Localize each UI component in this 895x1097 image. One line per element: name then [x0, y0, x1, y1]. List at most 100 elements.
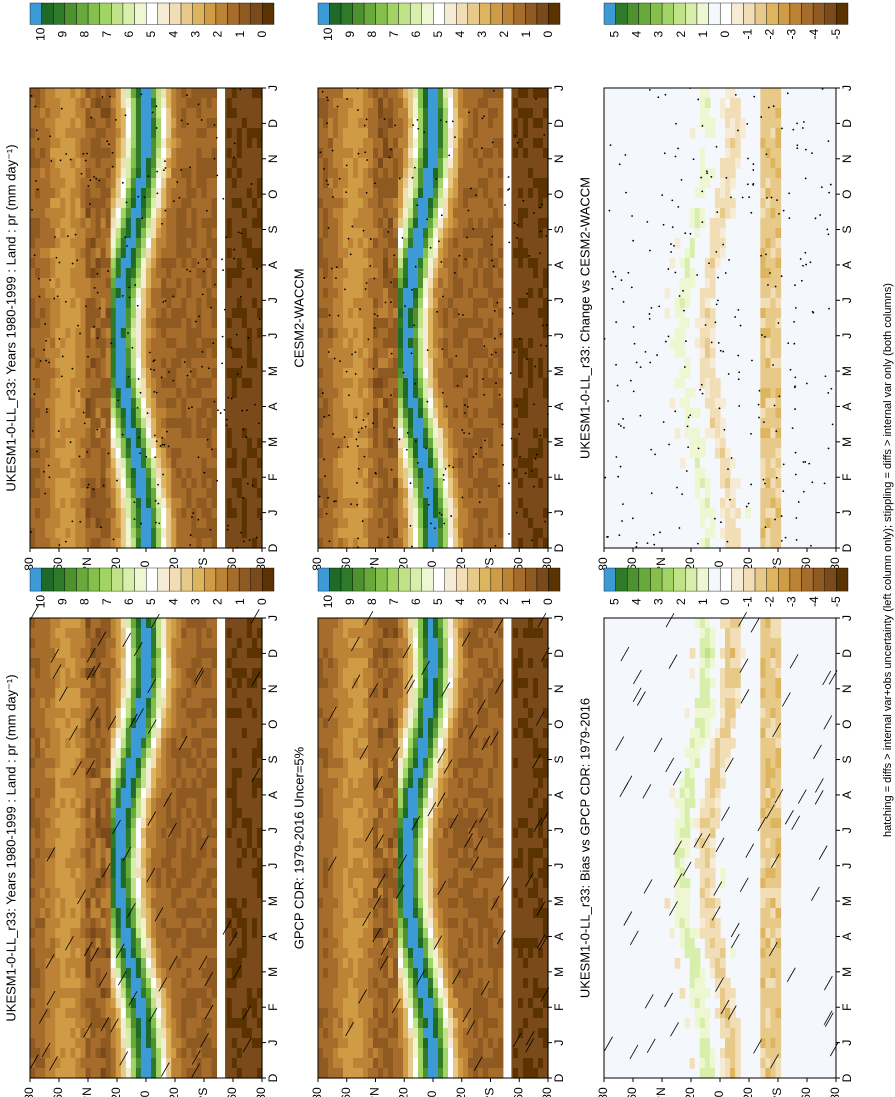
heat-cell: [85, 518, 92, 529]
heat-cell: [171, 678, 177, 689]
heat-cell: [368, 878, 374, 889]
stipple-dot: [77, 390, 80, 392]
heat-cell: [368, 858, 374, 869]
heat-cell: [206, 258, 213, 269]
heat-cell: [85, 848, 92, 859]
heat-cell: [85, 928, 92, 939]
heat-cell: [156, 248, 162, 259]
heat-cell: [256, 818, 263, 829]
heat-cell: [161, 828, 167, 839]
heat-cell: [95, 908, 102, 919]
heat-cell: [85, 918, 92, 929]
heat-cell: [35, 168, 41, 179]
heat-cell: [333, 748, 339, 759]
heat-cell: [30, 468, 36, 479]
heat-cell: [151, 688, 157, 699]
heat-cell: [373, 618, 379, 629]
heat-cell: [110, 648, 117, 659]
heat-cell: [196, 628, 203, 639]
heat-cell: [256, 868, 263, 879]
heat-cell: [241, 778, 248, 789]
heat-cell: [211, 228, 218, 239]
heat-cell: [55, 868, 61, 879]
heat-cell: [125, 618, 132, 629]
heat-cell: [85, 238, 92, 249]
heat-cell: [338, 1068, 344, 1079]
heat-cell: [130, 148, 137, 159]
heat-cell: [75, 778, 82, 789]
heat-cell: [196, 978, 203, 989]
heat-cell: [95, 708, 102, 719]
heat-cell: [105, 118, 112, 129]
heat-cell: [120, 488, 127, 499]
heat-cell: [140, 298, 147, 309]
heat-cell: [196, 798, 203, 809]
heat-cell: [256, 848, 263, 859]
heat-cell: [90, 988, 97, 999]
heat-cell: [35, 308, 41, 319]
heat-cell: [140, 648, 147, 659]
heat-cell: [318, 678, 324, 689]
heat-cell: [231, 878, 238, 889]
heat-cell: [186, 638, 192, 649]
heat-cell: [120, 318, 127, 329]
heat-cell: [353, 918, 359, 929]
heat-cell: [95, 878, 102, 889]
heat-cell: [156, 488, 162, 499]
heat-cell: [146, 198, 152, 209]
heat-cell: [176, 688, 182, 699]
heat-cell: [176, 828, 182, 839]
heat-cell: [338, 718, 344, 729]
heat-cell: [60, 188, 66, 199]
heat-cell: [110, 448, 117, 459]
heat-cell: [105, 288, 112, 299]
heat-cell: [176, 168, 182, 179]
heat-cell: [140, 848, 147, 859]
heat-cell: [251, 968, 258, 979]
heat-cell: [146, 448, 152, 459]
heat-cell: [181, 738, 187, 749]
heat-cell: [166, 708, 172, 719]
heat-cell: [196, 468, 203, 479]
heat-cell: [115, 538, 122, 549]
heat-cell: [130, 698, 137, 709]
heat-cell: [318, 618, 324, 629]
heat-cell: [115, 248, 122, 259]
heat-cell: [156, 888, 162, 899]
heat-cell: [186, 948, 192, 959]
heat-cell: [206, 98, 213, 109]
heat-cell: [35, 518, 41, 529]
heat-cell: [80, 648, 87, 659]
heat-cell: [348, 738, 354, 749]
heat-cell: [161, 1058, 167, 1069]
heat-cell: [50, 978, 56, 989]
heat-cell: [161, 378, 167, 389]
heat-cell: [251, 468, 258, 479]
heat-cell: [251, 458, 258, 469]
heat-cell: [85, 698, 92, 709]
heat-cell: [70, 318, 76, 329]
heat-cell: [251, 748, 258, 759]
heat-cell: [236, 908, 243, 919]
heat-cell: [60, 948, 66, 959]
heat-cell: [105, 878, 112, 889]
heat-cell: [151, 748, 157, 759]
heat-cell: [85, 788, 92, 799]
heat-cell: [75, 188, 82, 199]
heat-cell: [151, 398, 157, 409]
heat-cell: [251, 248, 258, 259]
heat-cell: [186, 828, 192, 839]
heat-cell: [333, 1018, 339, 1029]
heat-cell: [140, 978, 147, 989]
heat-cell: [65, 618, 71, 629]
heat-cell: [115, 438, 122, 449]
hatch-mark: [46, 847, 56, 862]
heat-cell: [60, 318, 66, 329]
heat-cell: [241, 858, 248, 869]
heat-cell: [156, 848, 162, 859]
heat-cell: [50, 628, 56, 639]
heat-cell: [201, 708, 208, 719]
heat-cell: [55, 988, 61, 999]
heat-cell: [226, 478, 233, 489]
heat-cell: [30, 758, 36, 769]
